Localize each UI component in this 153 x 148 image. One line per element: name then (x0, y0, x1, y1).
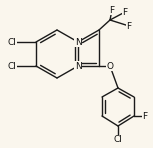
Text: Cl: Cl (114, 136, 122, 144)
Text: F: F (109, 5, 115, 15)
Text: O: O (106, 62, 114, 70)
Text: F: F (126, 21, 132, 30)
Text: N: N (75, 37, 81, 46)
Text: Cl: Cl (7, 62, 16, 70)
Text: F: F (122, 8, 128, 16)
Text: Cl: Cl (7, 37, 16, 46)
Text: N: N (75, 62, 81, 70)
Text: F: F (142, 111, 147, 120)
